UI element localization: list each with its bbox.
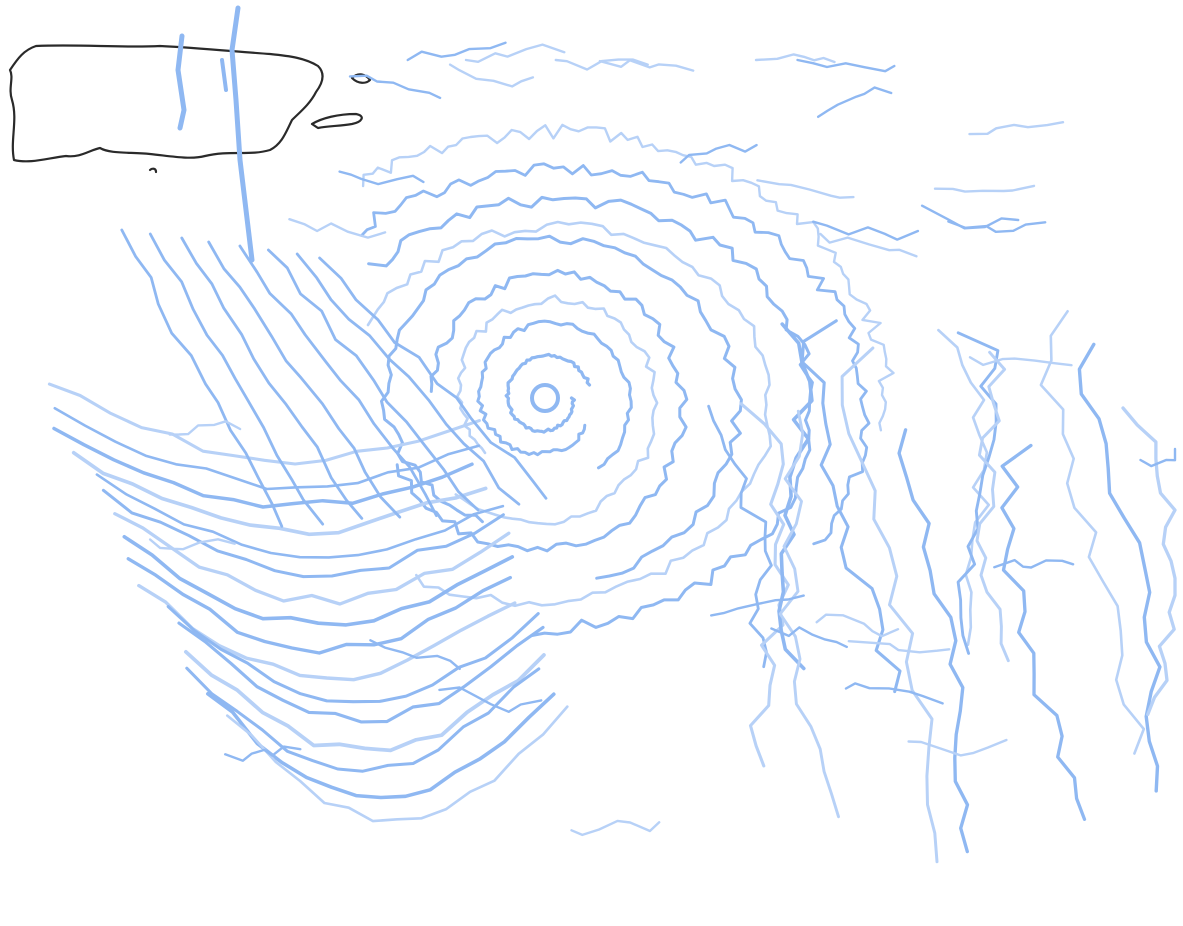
outer-rain-band xyxy=(1077,342,1162,793)
cloud-fragment xyxy=(554,58,649,71)
island-small-east xyxy=(310,112,363,130)
cloud-fragment xyxy=(819,232,918,258)
cloud-fragment xyxy=(815,613,900,638)
cloud-fragment xyxy=(710,594,805,617)
outer-spiral-band-2 xyxy=(367,195,814,638)
outer-spiral-band xyxy=(366,220,772,608)
feeder-band xyxy=(52,426,474,509)
feeder-band xyxy=(185,666,541,773)
island-coastline-outline xyxy=(8,44,372,174)
cloud-fragment xyxy=(348,74,442,100)
cloud-fragment xyxy=(920,204,1020,230)
outer-rain-band xyxy=(975,350,1010,663)
left-streak-band xyxy=(267,248,480,512)
feeder-band xyxy=(177,621,545,724)
cloud-fragment xyxy=(1139,447,1177,468)
eye-circle xyxy=(530,383,560,413)
cloud-fragment xyxy=(148,538,236,551)
outer-rain-band xyxy=(739,402,790,768)
feeder-band xyxy=(47,382,481,466)
cloud-fragment xyxy=(406,41,507,62)
cloud-fragment xyxy=(168,420,242,436)
cloud-fragment xyxy=(817,86,893,118)
outer-rain-band xyxy=(800,319,902,694)
outer-rain-band xyxy=(937,328,991,647)
feeder-band xyxy=(53,406,481,491)
outer-spiral-band-3 xyxy=(360,162,871,546)
middle-spiral-band-2 xyxy=(380,234,743,580)
cloud-fragment xyxy=(448,63,535,88)
cloud-fragment xyxy=(756,179,855,199)
cloud-fragment xyxy=(754,53,836,64)
outer-spiral-band-4 xyxy=(361,123,895,432)
storm-eye xyxy=(530,383,560,413)
feeder-band xyxy=(71,450,488,537)
vertical-streak xyxy=(229,5,255,263)
cloud-fragment xyxy=(338,170,425,186)
cloud-fragment xyxy=(933,184,1036,193)
feeder-band xyxy=(101,488,505,579)
cloud-fragment xyxy=(968,356,1073,367)
middle-spiral-band xyxy=(395,268,689,553)
feeder-band xyxy=(122,534,515,627)
inner-spiral-band xyxy=(476,319,633,470)
outer-rain-band xyxy=(897,428,970,854)
feeder-band xyxy=(113,512,511,606)
eyewall-band xyxy=(504,352,592,434)
cloud-fragment xyxy=(570,819,661,837)
cloud-fragment xyxy=(770,626,848,649)
feeder-band xyxy=(225,705,569,823)
feeder-band xyxy=(126,557,512,655)
left-streak-band xyxy=(207,240,402,519)
cloud-fragment xyxy=(907,738,1008,757)
outer-rain-band xyxy=(840,346,939,864)
cloud-fragment xyxy=(224,745,302,762)
cloud-bands xyxy=(47,5,1177,864)
cloud-fragment xyxy=(438,686,543,713)
left-streak-band xyxy=(120,228,284,528)
vertical-streak xyxy=(220,58,228,92)
left-streak-band xyxy=(295,252,521,506)
outer-rain-band xyxy=(777,322,814,671)
cloud-fragment xyxy=(796,58,896,73)
island-main-outline xyxy=(8,44,324,163)
cloud-fragment xyxy=(968,121,1065,136)
outer-rain-band xyxy=(707,404,773,669)
outer-rain-band xyxy=(778,409,840,819)
island-small-northeast xyxy=(350,73,372,84)
feeder-band xyxy=(166,605,540,704)
cloud-fragment xyxy=(812,220,920,241)
cloud-fragment xyxy=(598,59,695,72)
cloud-fragment xyxy=(679,143,758,164)
outer-rain-band xyxy=(956,331,1000,655)
cloud-fragment xyxy=(288,218,387,239)
cloud-fragment xyxy=(993,558,1075,569)
outer-rain-band xyxy=(1121,406,1177,717)
left-streak-band xyxy=(238,244,438,517)
left-streak-band xyxy=(180,236,364,520)
outer-rain-band xyxy=(1000,443,1087,821)
island-small-south xyxy=(148,167,158,174)
cloud-fragment xyxy=(464,43,566,63)
left-streak-band xyxy=(318,256,548,500)
outer-rain-band xyxy=(1039,309,1146,755)
inner-spiral-band-2 xyxy=(454,294,659,526)
cloud-fragment xyxy=(369,639,461,670)
vertical-streak xyxy=(175,33,187,131)
feeder-band xyxy=(95,473,505,559)
cloud-fragment xyxy=(844,682,944,705)
left-streak-band xyxy=(148,232,325,526)
cloud-fragment xyxy=(847,640,951,654)
